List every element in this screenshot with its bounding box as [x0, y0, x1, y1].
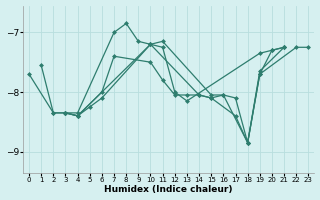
X-axis label: Humidex (Indice chaleur): Humidex (Indice chaleur)	[104, 185, 233, 194]
